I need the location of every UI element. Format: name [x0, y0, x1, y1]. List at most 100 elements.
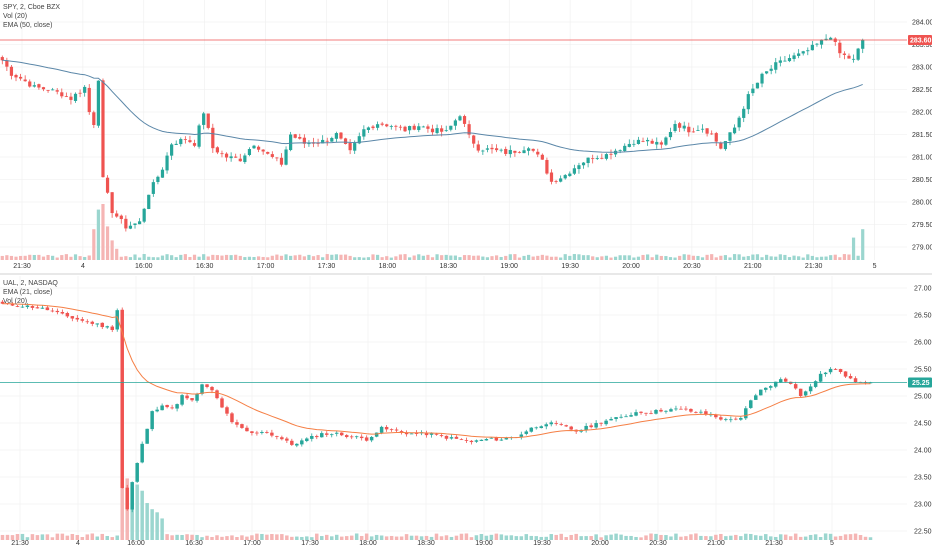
volume-bar: [586, 255, 590, 260]
volume-bar: [719, 533, 723, 540]
candle: [813, 380, 818, 389]
candle: [339, 132, 343, 140]
candle: [180, 394, 184, 407]
candle: [60, 309, 65, 315]
volume-bar: [544, 536, 548, 540]
volume-bar: [714, 534, 718, 540]
x-tick-label: 20:30: [683, 263, 701, 270]
candle-body: [536, 151, 540, 155]
candle: [476, 140, 480, 153]
candle: [759, 389, 763, 396]
candle-body: [749, 400, 753, 408]
volume-bar: [534, 536, 539, 540]
candle: [668, 127, 673, 141]
candle: [749, 399, 753, 409]
candle: [574, 429, 578, 434]
candle: [101, 78, 105, 178]
candle: [694, 411, 698, 414]
candle-body: [298, 136, 302, 139]
volume-bar: [55, 257, 59, 260]
volume-bar: [339, 536, 344, 540]
volume-bar: [459, 533, 464, 540]
candle-body: [256, 146, 261, 150]
volume-bar: [238, 255, 242, 260]
candle: [754, 393, 758, 400]
candle-body: [594, 423, 598, 428]
volume-bar: [220, 536, 224, 540]
volume-bar: [23, 255, 27, 260]
volume-bar: [385, 256, 389, 260]
candle-body: [185, 395, 189, 399]
volume-bar: [398, 254, 403, 260]
volume-bar: [609, 534, 613, 540]
candle-body: [170, 144, 174, 156]
candle: [682, 121, 686, 132]
candle: [559, 422, 563, 426]
candle: [135, 462, 139, 483]
candle-body: [584, 425, 588, 431]
candle: [536, 148, 540, 158]
candle-body: [339, 432, 344, 436]
candle: [92, 110, 96, 129]
volume-bar: [160, 255, 165, 260]
candle: [594, 420, 598, 430]
volume-bar: [302, 256, 306, 260]
candle-body: [494, 437, 499, 441]
candle-body: [174, 143, 178, 145]
candle-body: [499, 149, 503, 151]
volume-bar: [211, 254, 215, 260]
candle: [280, 435, 284, 441]
candle-body: [815, 43, 819, 45]
candle-body: [30, 306, 35, 308]
candle-body: [85, 321, 90, 323]
volume-bar: [449, 255, 453, 260]
candle: [485, 144, 490, 153]
volume-bar: [818, 537, 823, 540]
y-tick-label: 23.50: [914, 475, 932, 482]
volume-bar: [183, 254, 187, 260]
candle-body: [252, 145, 256, 149]
candle-body: [669, 409, 673, 412]
candle: [160, 403, 164, 411]
spy-ema-line: [2, 59, 863, 153]
volume-bar: [403, 254, 407, 260]
x-tick-label: 21:30: [13, 263, 31, 270]
volume-bar: [70, 533, 75, 540]
candle-body: [412, 125, 416, 130]
candle-body: [856, 48, 860, 60]
volume-bar: [691, 255, 695, 260]
volume-bar: [349, 535, 354, 540]
volume-bar: [696, 255, 700, 260]
volume-bar: [673, 257, 677, 260]
candle-body: [150, 411, 154, 430]
volume-bar: [439, 536, 444, 540]
candle: [664, 136, 668, 146]
candle-body: [559, 424, 563, 425]
candle-body: [641, 140, 645, 142]
candle-body: [494, 148, 499, 151]
candle-body: [110, 326, 114, 330]
candle: [409, 433, 414, 435]
candle-body: [295, 443, 299, 446]
volume-bar: [15, 534, 20, 540]
candle-body: [569, 426, 573, 430]
volume-bar: [734, 534, 738, 540]
candle-body: [700, 128, 705, 130]
candle: [810, 40, 814, 51]
candle: [95, 323, 100, 328]
volume-bar: [202, 254, 206, 260]
candle-body: [691, 131, 695, 133]
candle: [584, 423, 588, 433]
candle-body: [484, 439, 489, 441]
candle: [321, 135, 325, 144]
volume-bar: [833, 254, 837, 260]
candle-body: [644, 412, 648, 414]
candle-body: [609, 418, 613, 421]
candle: [624, 414, 628, 418]
candle: [861, 38, 865, 54]
volume-bar: [389, 535, 394, 540]
candle-body: [632, 143, 636, 145]
candle-body: [234, 156, 238, 158]
candle-body: [589, 425, 593, 428]
candle-body: [80, 319, 85, 321]
